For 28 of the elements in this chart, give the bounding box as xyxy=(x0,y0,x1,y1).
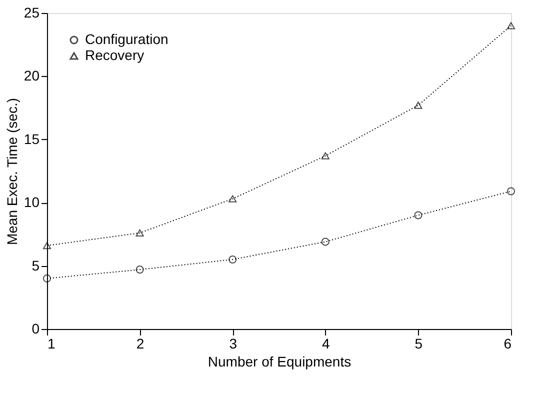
point xyxy=(321,152,330,160)
point xyxy=(42,274,52,282)
y-tick-label: 25 xyxy=(24,4,40,20)
x-tick-label: 5 xyxy=(414,336,423,352)
legend-label: Configuration xyxy=(85,31,168,47)
legend-label: Recovery xyxy=(85,47,144,63)
y-axis-title: Mean Exec. Time (sec.) xyxy=(4,98,20,246)
x-tick-label: 2 xyxy=(136,336,144,352)
x-tick-label: 4 xyxy=(322,336,330,352)
x-axis-title: Number of Equipments xyxy=(208,354,352,370)
point xyxy=(414,102,422,109)
point xyxy=(506,187,516,196)
x-tick-label: 3 xyxy=(229,336,238,352)
y-tick-label: 0 xyxy=(32,320,40,336)
x-tick-label: 6 xyxy=(504,336,512,352)
point xyxy=(228,255,237,264)
point xyxy=(136,266,144,274)
point xyxy=(42,242,52,250)
point xyxy=(228,195,237,202)
y-tick-label: 20 xyxy=(24,68,40,84)
point xyxy=(506,22,516,30)
x-tick-label: 1 xyxy=(48,336,56,352)
point xyxy=(136,229,144,236)
y-tick-label: 5 xyxy=(32,257,40,274)
point xyxy=(321,238,330,246)
y-tick-label: 10 xyxy=(24,194,40,210)
y-tick-label: 15 xyxy=(24,130,40,147)
point xyxy=(414,211,422,220)
